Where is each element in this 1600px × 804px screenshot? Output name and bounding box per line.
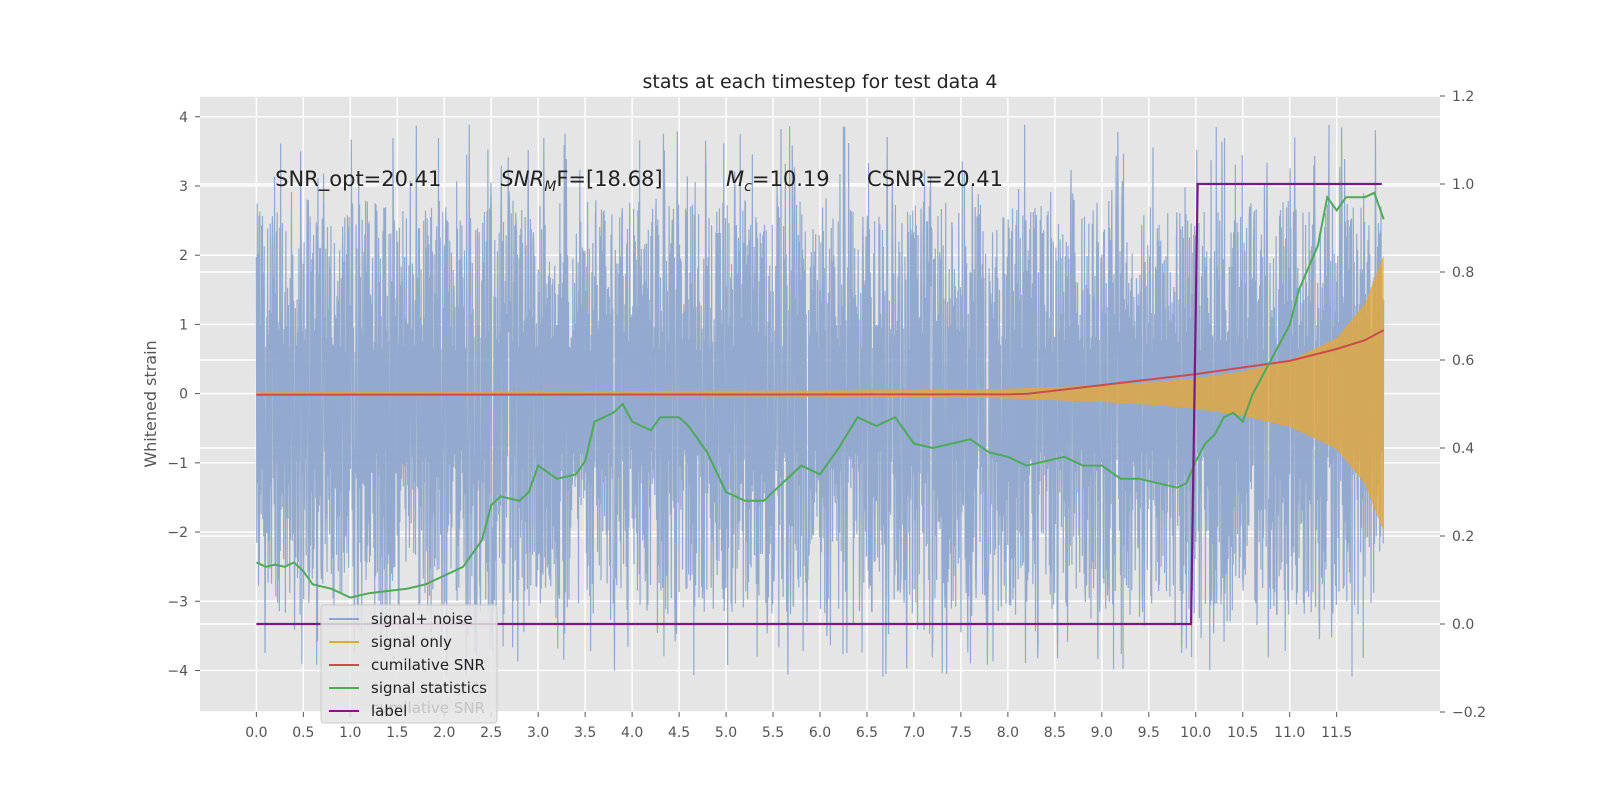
x-tick-label: 1.0 <box>339 725 361 741</box>
series-cumilative-snr-line <box>256 329 1385 396</box>
x-tick-label: 8.5 <box>1044 725 1066 741</box>
annotation-rest: =10.19 <box>752 167 830 191</box>
x-tick-label: 0.5 <box>292 725 314 741</box>
y2-tick-label: 0.4 <box>1452 441 1474 457</box>
y-tick-label: 0 <box>179 387 188 403</box>
x-tick-label: 9.0 <box>1091 725 1113 741</box>
x-tick-label: 2.5 <box>480 725 502 741</box>
y2-tick-label: 1.2 <box>1452 89 1474 105</box>
legend-label: signal only <box>371 633 452 651</box>
y-tick-label: 1 <box>179 317 188 333</box>
y2-tick-label: 0.6 <box>1452 353 1474 369</box>
annotation-text: Mc=10.19 <box>726 167 830 195</box>
x-tick-label: 7.0 <box>903 725 925 741</box>
x-tick-label: 1.5 <box>386 725 408 741</box>
axes: 0.0 0.5 1.0 1.5 2.0 2.5 3.0 3.5 4.0 4.5 5.0 5.5 6.0 6… <box>167 89 1486 741</box>
y-tick-label: 2 <box>179 248 188 264</box>
y2-tick-label: 0.0 <box>1452 617 1474 633</box>
legend: cumilative SNR signal+ noise signal only cu… <box>320 604 498 724</box>
x-tick-label: 3.0 <box>527 725 549 741</box>
x-tick-label: 10.5 <box>1227 725 1258 741</box>
y-tick-label: −1 <box>167 456 188 472</box>
y-axis-label: Whitened strain <box>141 340 160 467</box>
x-tick-label: 5.0 <box>715 725 737 741</box>
annotation-text: CSNR=20.41 <box>867 167 1003 191</box>
annotation-text: SNRMF=[18.68] <box>501 167 663 195</box>
annotation-italic-part: M <box>726 167 744 191</box>
y-tick-label: −3 <box>167 594 188 610</box>
x-tick-label: 11.0 <box>1274 725 1305 741</box>
y2-tick-label: 0.8 <box>1452 265 1474 281</box>
x-tick-label: 4.0 <box>621 725 643 741</box>
annotation-subscript: c <box>744 179 752 195</box>
x-tick-label: 3.5 <box>574 725 596 741</box>
legend-ghost-text: cumilative SNR <box>371 699 485 717</box>
x-tick-label: 10.0 <box>1180 725 1211 741</box>
x-tick-label: 11.5 <box>1321 725 1352 741</box>
y2-tick-label: 0.2 <box>1452 529 1474 545</box>
x-tick-label: 0.0 <box>245 725 267 741</box>
legend-label: cumilative SNR <box>371 656 485 674</box>
y-tick-label: −2 <box>167 525 188 541</box>
series-signal-statistics-line <box>255 191 1385 599</box>
annotation-rest: F=[18.68] <box>556 167 662 191</box>
annotations: SNR_opt=20.41 SNRMF=[18.68] Mc=10.19 CSNR=2… <box>275 167 1003 195</box>
x-tick-label: 8.0 <box>997 725 1019 741</box>
x-tick-label: 5.5 <box>762 725 784 741</box>
x-tick-label: 6.5 <box>856 725 878 741</box>
legend-label: label <box>371 702 407 720</box>
x-tick-label: 2.0 <box>433 725 455 741</box>
legend-box <box>320 604 498 724</box>
y2-tick-label: 1.0 <box>1452 177 1474 193</box>
legend-label: signal+ noise <box>371 610 473 628</box>
x-tick-label: 4.5 <box>668 725 690 741</box>
y-tick-label: −4 <box>167 663 188 679</box>
annotation-subscript: M <box>544 179 556 195</box>
legend-label: signal statistics <box>371 679 487 697</box>
x-tick-label: 9.5 <box>1138 725 1160 741</box>
data-layer <box>255 124 1385 677</box>
x-tick-label: 6.0 <box>809 725 831 741</box>
series-signal-noise-line <box>255 124 1385 677</box>
y-tick-label: 4 <box>179 110 188 126</box>
x-tick-label: 7.5 <box>950 725 972 741</box>
chart-title: stats at each timestep for test data 4 <box>642 71 997 93</box>
y2-tick-label: −0.2 <box>1452 705 1486 721</box>
y-tick-label: 3 <box>179 179 188 195</box>
annotation-text: SNR_opt=20.41 <box>275 167 441 192</box>
series-label-line <box>256 182 1382 626</box>
annotation-italic-part: SNR <box>501 167 545 191</box>
